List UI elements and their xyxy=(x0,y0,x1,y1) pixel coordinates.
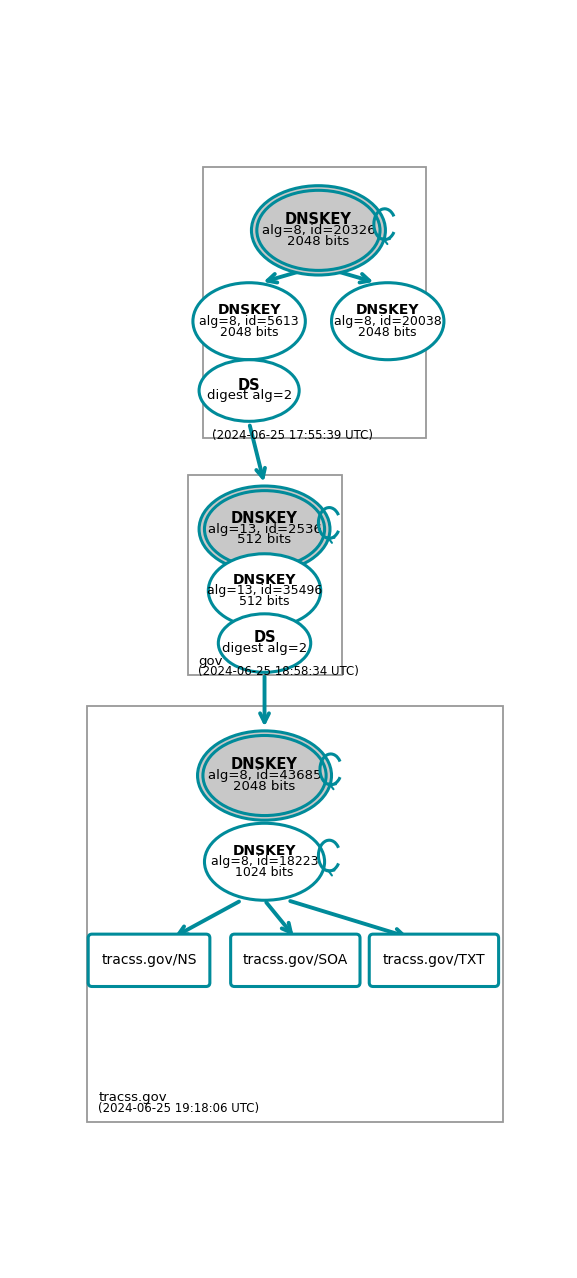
Text: .: . xyxy=(212,422,216,435)
Text: 2048 bits: 2048 bits xyxy=(220,326,278,339)
Text: 512 bits: 512 bits xyxy=(239,596,290,608)
Text: alg=8, id=5613: alg=8, id=5613 xyxy=(199,314,299,327)
Ellipse shape xyxy=(208,553,321,627)
Text: tracss.gov/NS: tracss.gov/NS xyxy=(102,953,197,967)
Text: 2048 bits: 2048 bits xyxy=(358,326,417,339)
Ellipse shape xyxy=(197,731,332,820)
Text: DNSKEY: DNSKEY xyxy=(285,212,352,227)
Text: DNSKEY: DNSKEY xyxy=(356,303,419,317)
Text: 2048 bits: 2048 bits xyxy=(234,780,295,792)
Text: alg=13, id=35496: alg=13, id=35496 xyxy=(207,584,322,597)
Text: alg=8, id=20038: alg=8, id=20038 xyxy=(334,314,441,327)
FancyBboxPatch shape xyxy=(231,934,360,987)
Ellipse shape xyxy=(199,486,330,573)
Ellipse shape xyxy=(252,185,385,275)
Ellipse shape xyxy=(204,491,325,567)
Text: tracss.gov: tracss.gov xyxy=(98,1091,167,1104)
Text: DS: DS xyxy=(253,630,276,645)
Text: (2024-06-25 17:55:39 UTC): (2024-06-25 17:55:39 UTC) xyxy=(212,429,373,442)
Text: tracss.gov/SOA: tracss.gov/SOA xyxy=(243,953,348,967)
Text: 512 bits: 512 bits xyxy=(238,533,291,547)
Ellipse shape xyxy=(203,735,326,815)
Text: alg=8, id=18223: alg=8, id=18223 xyxy=(211,855,319,868)
FancyBboxPatch shape xyxy=(369,934,499,987)
Text: 2048 bits: 2048 bits xyxy=(287,235,350,248)
Text: DS: DS xyxy=(238,377,260,392)
Text: digest alg=2: digest alg=2 xyxy=(222,642,307,654)
Bar xyxy=(88,707,503,1122)
Text: 1024 bits: 1024 bits xyxy=(235,866,294,879)
Text: alg=8, id=43685: alg=8, id=43685 xyxy=(208,769,321,782)
Text: DNSKEY: DNSKEY xyxy=(231,511,298,525)
Text: (2024-06-25 18:58:34 UTC): (2024-06-25 18:58:34 UTC) xyxy=(198,665,359,677)
Ellipse shape xyxy=(332,282,444,359)
FancyBboxPatch shape xyxy=(88,934,210,987)
Bar xyxy=(203,167,426,438)
Text: DNSKEY: DNSKEY xyxy=(233,843,296,858)
Bar xyxy=(188,475,342,675)
Text: DNSKEY: DNSKEY xyxy=(233,573,296,587)
Text: alg=13, id=2536: alg=13, id=2536 xyxy=(208,523,321,535)
Text: alg=8, id=20326: alg=8, id=20326 xyxy=(261,224,375,236)
Ellipse shape xyxy=(199,359,299,422)
Text: tracss.gov/TXT: tracss.gov/TXT xyxy=(383,953,485,967)
Ellipse shape xyxy=(204,823,325,900)
Ellipse shape xyxy=(257,190,380,271)
Text: digest alg=2: digest alg=2 xyxy=(207,390,292,403)
Text: gov: gov xyxy=(198,656,223,668)
Text: DNSKEY: DNSKEY xyxy=(218,303,281,317)
Ellipse shape xyxy=(193,282,305,359)
Text: (2024-06-25 19:18:06 UTC): (2024-06-25 19:18:06 UTC) xyxy=(98,1102,259,1114)
Text: DNSKEY: DNSKEY xyxy=(231,758,298,772)
Ellipse shape xyxy=(218,613,311,672)
